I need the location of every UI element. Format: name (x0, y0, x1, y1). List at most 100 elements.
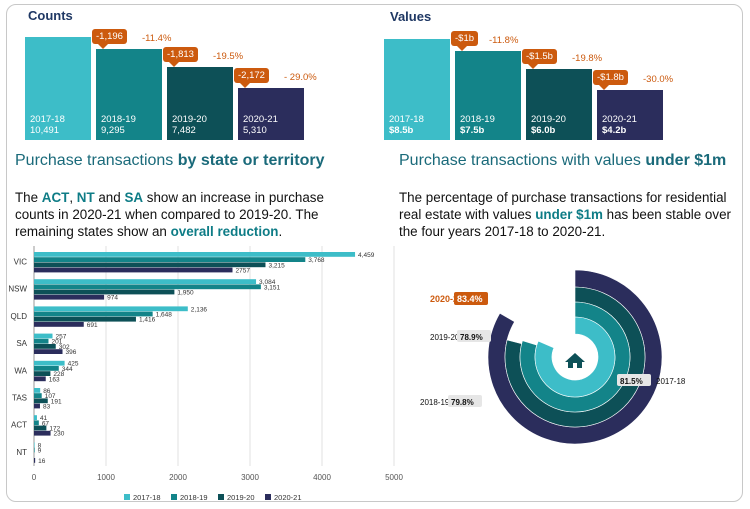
bar-TAS-2019-20 (34, 398, 48, 404)
desc-segment: , (69, 190, 77, 205)
legend-label: 2018-19 (180, 493, 208, 502)
pct-change: -30.0% (643, 74, 674, 86)
bar-label: 2017-18 10,491 (30, 114, 65, 136)
data-label: 201 (51, 339, 62, 346)
counts-bar-2017-18: 2017-18 10,491 (25, 37, 91, 140)
data-label: 3,151 (264, 284, 281, 291)
counts-bar-2019-20: 2019-20 7,482 (167, 66, 233, 140)
bar-NT-2018-19 (34, 447, 35, 453)
desc-segment: under $1m (535, 207, 603, 222)
bar-NT-2020-21 (34, 458, 36, 463)
category-label: QLD (11, 312, 28, 321)
state-title-bold: by state or territory (177, 152, 325, 169)
year-label: 2020-21 (430, 294, 463, 304)
bar-NT-2017-18 (34, 442, 35, 448)
data-label: 67 (42, 420, 50, 427)
data-label: 107 (45, 393, 56, 400)
legend-label: 2019-20 (227, 493, 255, 502)
desc-segment: and (94, 190, 125, 205)
x-tick-label: 3000 (241, 473, 259, 482)
bar-ACT-2018-19 (34, 420, 39, 426)
category-label: NT (16, 448, 27, 457)
bar-QLD-2020-21 (34, 322, 84, 327)
bar-year: 2017-18 (389, 114, 424, 125)
desc-segment: The percentage of purchase transactions … (399, 190, 727, 222)
category-label: NSW (8, 285, 27, 294)
bar-value: 5,310 (243, 124, 267, 136)
data-label: 172 (49, 426, 60, 433)
values-bar-2017-18: 2017-18 $8.5b (384, 39, 450, 140)
bar-ACT-2020-21 (34, 430, 51, 436)
bar-year: 2020-21 (243, 113, 278, 125)
bar-ACT-2017-18 (34, 415, 37, 420)
legend-label: 2020-21 (274, 493, 302, 502)
values-bar-2018-19: 2018-19 $7.5b (455, 50, 521, 140)
desc-segment: ACT (41, 190, 70, 205)
pct-label: 79.8% (451, 398, 474, 407)
pct-label: 81.5% (620, 377, 643, 386)
bar-label: 2019-20 $6.0b (531, 114, 566, 136)
bar-label: 2020-21 $4.2b (602, 114, 637, 136)
bar-year: 2018-19 (101, 113, 136, 125)
bar-value: $4.2b (602, 124, 627, 136)
x-tick-label: 0 (32, 473, 37, 482)
bar-value: 7,482 (172, 124, 196, 136)
bar-value: 10,491 (30, 125, 60, 136)
data-label: 8 (38, 442, 42, 449)
legend-swatch (171, 494, 177, 500)
category-label: TAS (12, 394, 27, 403)
x-tick-label: 1000 (97, 473, 115, 482)
bar-year: 2019-20 (531, 113, 566, 125)
pct-label: 83.4% (457, 294, 483, 304)
bar-year: 2018-19 (460, 113, 495, 125)
under-title-plain: Purchase transactions with values (399, 152, 646, 169)
data-label: 230 (54, 431, 65, 438)
desc-segment: overall reduction (170, 224, 279, 239)
bar-SA-2019-20 (34, 344, 56, 349)
x-tick-label: 2000 (169, 473, 187, 482)
data-label: 163 (49, 376, 60, 383)
bar-VIC-2018-19 (34, 257, 306, 262)
legend-swatch (218, 494, 224, 500)
legend-swatch (124, 494, 130, 500)
bar-SA-2018-19 (34, 338, 49, 344)
category-label: VIC (14, 258, 28, 267)
bar-WA-2019-20 (34, 371, 51, 376)
pct-change: -11.4% (142, 32, 172, 44)
bar-label: 2017-18 $8.5b (389, 114, 424, 136)
under-title-bold: under $1m (645, 152, 727, 169)
state-title-plain: Purchase transactions (15, 152, 178, 169)
bar-year: 2019-20 (172, 113, 207, 125)
change-callout: -$1.5b (522, 48, 557, 69)
bar-SA-2020-21 (34, 349, 63, 354)
pct-change: -19.5% (213, 50, 244, 62)
bar-TAS-2020-21 (34, 403, 40, 409)
bar-SA-2017-18 (34, 333, 53, 339)
bar-TAS-2017-18 (34, 388, 41, 393)
bar-WA-2018-19 (34, 366, 59, 371)
bar-label: 2020-21 5,310 (243, 114, 278, 136)
pct-badge-bg (448, 395, 482, 407)
bar-NSW-2019-20 (34, 289, 175, 295)
year-label: 2019-20 (430, 333, 460, 342)
data-label: 3,084 (259, 279, 276, 286)
bar-QLD-2018-19 (34, 311, 153, 317)
desc-segment: . (278, 224, 283, 239)
counts-bar-2020-21: 2020-21 5,310 (238, 87, 304, 140)
x-tick-label: 5000 (385, 473, 403, 482)
category-label: SA (16, 339, 27, 348)
data-label: 228 (53, 371, 64, 378)
pct-badge-bg (617, 374, 651, 386)
x-tick-label: 4000 (313, 473, 331, 482)
data-label: 191 (51, 398, 62, 405)
bar-WA-2017-18 (34, 360, 65, 366)
data-label: 1,950 (177, 290, 194, 297)
pct-badge-bg (457, 330, 491, 342)
data-label: 83 (43, 404, 51, 411)
legend-label: 2017-18 (133, 493, 161, 502)
bar-year: 2020-21 (602, 113, 637, 125)
data-label: 16 (38, 458, 46, 465)
bar-QLD-2017-18 (34, 306, 188, 312)
bar-value: $6.0b (531, 124, 556, 136)
